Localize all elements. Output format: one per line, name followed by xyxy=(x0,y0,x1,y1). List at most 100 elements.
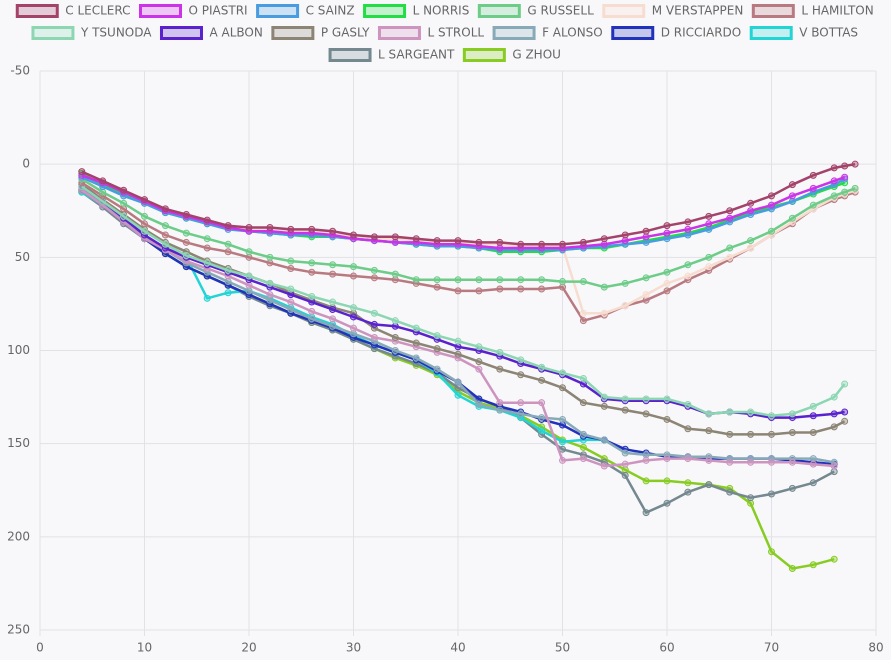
legend-label: L NORRIS xyxy=(413,4,470,18)
series-line xyxy=(81,176,846,252)
data-point xyxy=(120,199,128,207)
data-point xyxy=(559,240,566,248)
legend-item[interactable]: F ALONSO xyxy=(492,26,603,40)
data-point xyxy=(768,192,775,200)
data-point xyxy=(496,238,504,246)
data-point xyxy=(621,406,629,414)
data-point xyxy=(99,177,107,185)
data-point xyxy=(830,410,838,418)
data-point xyxy=(496,399,504,407)
data-point xyxy=(559,415,566,423)
data-point xyxy=(747,494,755,502)
data-point xyxy=(768,412,775,420)
legend-item[interactable]: G ZHOU xyxy=(462,48,561,62)
y-tick-label: 250 xyxy=(7,623,30,637)
data-point xyxy=(642,227,650,235)
data-point xyxy=(454,276,462,284)
data-point xyxy=(684,261,692,269)
data-point xyxy=(809,201,817,209)
legend-item[interactable]: Y TSUNODA xyxy=(31,26,152,40)
data-point xyxy=(600,393,608,401)
data-point xyxy=(684,488,692,496)
data-point xyxy=(579,443,587,451)
data-point xyxy=(663,395,671,403)
data-point xyxy=(141,212,148,220)
data-point xyxy=(642,291,650,299)
legend-swatch xyxy=(15,4,59,18)
x-tick-label: 40 xyxy=(450,641,465,655)
legend-item[interactable]: G RUSSELL xyxy=(477,4,594,18)
legend-item[interactable]: M VERSTAPPEN xyxy=(602,4,744,18)
data-point xyxy=(809,479,817,487)
data-point xyxy=(684,272,692,280)
data-point xyxy=(830,423,838,431)
legend-item[interactable]: L SARGEANT xyxy=(328,48,455,62)
data-point xyxy=(559,438,566,446)
data-point xyxy=(78,168,86,176)
legend-label: D RICCIARDO xyxy=(661,26,741,40)
data-point xyxy=(475,238,483,246)
data-point xyxy=(579,238,587,246)
data-point xyxy=(663,287,671,295)
data-point xyxy=(705,481,713,489)
data-point xyxy=(538,363,546,371)
legend-item[interactable]: C LECLERC xyxy=(15,4,131,18)
data-point xyxy=(433,283,441,291)
data-point xyxy=(538,414,546,422)
legend-label: C SAINZ xyxy=(306,4,355,18)
series-line xyxy=(81,162,856,246)
data-point xyxy=(538,285,546,293)
legend-item[interactable]: L HAMILTON xyxy=(751,4,874,18)
data-point xyxy=(663,268,671,276)
data-point xyxy=(517,285,525,293)
data-point xyxy=(559,278,566,286)
data-point xyxy=(600,235,608,243)
legend-swatch xyxy=(611,26,655,40)
legend-swatch xyxy=(256,4,300,18)
data-point xyxy=(684,225,692,233)
data-point xyxy=(851,160,859,168)
data-point xyxy=(747,244,755,252)
legend-label: G RUSSELL xyxy=(527,4,594,18)
y-tick-label: 150 xyxy=(7,436,30,450)
data-point xyxy=(517,356,525,364)
data-point xyxy=(841,173,849,181)
legend-item[interactable]: A ALBON xyxy=(159,26,263,40)
data-point xyxy=(308,307,316,315)
data-point xyxy=(370,309,378,317)
data-point xyxy=(287,306,295,314)
legend-label: P GASLY xyxy=(321,26,370,40)
data-point xyxy=(287,225,295,233)
legend-item[interactable]: C SAINZ xyxy=(256,4,355,18)
data-point xyxy=(705,253,713,261)
data-point xyxy=(412,324,420,332)
data-point xyxy=(454,350,462,358)
data-point xyxy=(684,425,692,433)
data-point xyxy=(600,402,608,410)
data-point xyxy=(788,410,796,418)
data-point xyxy=(329,261,337,269)
data-point xyxy=(726,488,734,496)
legend-item[interactable]: D RICCIARDO xyxy=(611,26,741,40)
data-point xyxy=(329,322,337,330)
data-point xyxy=(475,343,483,351)
data-point xyxy=(412,339,420,347)
x-tick-label: 50 xyxy=(555,641,570,655)
data-point xyxy=(538,276,546,284)
data-point xyxy=(621,449,629,457)
data-point xyxy=(642,395,650,403)
legend-item[interactable]: L NORRIS xyxy=(363,4,470,18)
legend-swatch xyxy=(363,4,407,18)
data-point xyxy=(350,231,357,239)
data-point xyxy=(224,266,232,274)
data-point xyxy=(391,270,399,278)
data-point xyxy=(768,490,775,498)
legend-swatch xyxy=(492,26,536,40)
legend-swatch xyxy=(477,4,521,18)
legend-swatch xyxy=(749,26,793,40)
legend-item[interactable]: V BOTTAS xyxy=(749,26,858,40)
legend-item[interactable]: L STROLL xyxy=(377,26,484,40)
legend-item[interactable]: O PIASTRI xyxy=(139,4,248,18)
legend-item[interactable]: P GASLY xyxy=(271,26,370,40)
data-point xyxy=(287,257,295,265)
